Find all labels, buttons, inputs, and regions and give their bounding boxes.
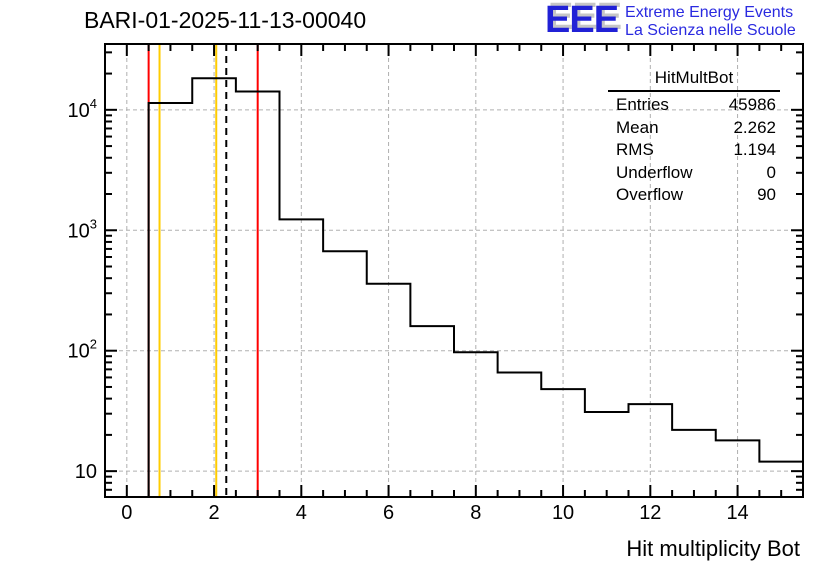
stats-label: Overflow: [616, 185, 684, 205]
stats-row-rms: RMS 1.194: [616, 139, 778, 162]
stats-row-underflow: Underflow 0: [616, 162, 778, 185]
plot-title: BARI-01-2025-11-13-00040: [84, 7, 367, 33]
x-tick-label: 4: [296, 502, 307, 524]
x-tick-label: 6: [383, 502, 394, 524]
stats-box: HitMultBot Entries 45986 Mean 2.262 RMS …: [608, 68, 780, 207]
stats-label: Underflow: [616, 162, 693, 182]
y-tick-label: 10: [75, 461, 97, 483]
x-tick-label: 8: [470, 502, 481, 524]
eee-logo: EEE Extreme Energy Events La Scienza nel…: [545, 0, 796, 41]
eee-logo-line1: Extreme Energy Events: [625, 4, 794, 21]
y-tick-label: 104: [68, 96, 97, 122]
stats-row-mean: Mean 2.262: [616, 117, 778, 140]
eee-logo-acronym: EEE: [545, 0, 619, 41]
stats-row-overflow: Overflow 90: [616, 184, 778, 207]
eee-logo-line2: La Scienza nelle Scuole: [625, 22, 796, 39]
y-tick-label: 103: [68, 216, 97, 242]
eee-logo-text: Extreme Energy Events La Scienza nelle S…: [625, 4, 796, 40]
stats-label: Entries: [616, 95, 669, 115]
x-tick-label: 14: [726, 502, 748, 524]
stats-value: 0: [766, 162, 776, 182]
stats-rows: Entries 45986 Mean 2.262 RMS 1.194 Under…: [608, 92, 780, 207]
stats-value: 1.194: [733, 140, 776, 160]
x-tick-label: 10: [552, 502, 574, 524]
stats-value: 2.262: [733, 117, 776, 137]
x-tick-label: 0: [121, 502, 132, 524]
x-axis-title: Hit multiplicity Bot: [626, 536, 800, 561]
stats-row-entries: Entries 45986: [616, 94, 778, 117]
stats-value: 90: [757, 185, 776, 205]
stats-title: HitMultBot: [608, 68, 780, 92]
stats-value: 45986: [728, 95, 776, 115]
stats-label: Mean: [616, 117, 659, 137]
y-tick-label: 102: [68, 337, 97, 363]
x-tick-label: 12: [639, 502, 661, 524]
stats-label: RMS: [616, 140, 654, 160]
histogram-line: [105, 77, 803, 498]
x-tick-label: 2: [209, 502, 220, 524]
